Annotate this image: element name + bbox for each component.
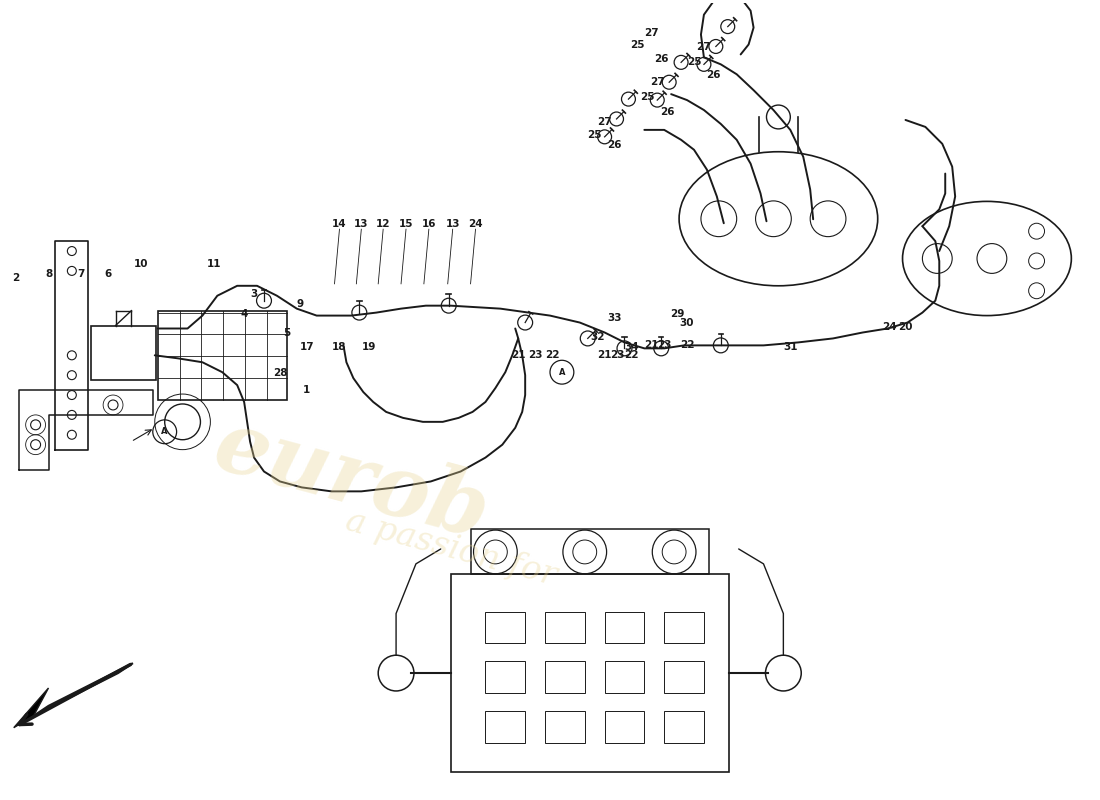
Text: 16: 16 (421, 219, 436, 229)
Text: 5: 5 (283, 329, 290, 338)
Text: 10: 10 (133, 259, 148, 269)
Text: 21: 21 (512, 350, 526, 360)
Text: 23: 23 (610, 350, 625, 360)
Text: 24: 24 (469, 219, 483, 229)
Text: 22: 22 (624, 350, 639, 360)
Text: 33: 33 (607, 313, 621, 322)
Text: 2: 2 (12, 273, 20, 283)
Text: 8: 8 (45, 269, 52, 279)
Text: 30: 30 (680, 318, 694, 329)
Bar (544, 661, 585, 693)
Text: 18: 18 (332, 342, 346, 352)
Text: 3: 3 (251, 289, 257, 298)
Bar (544, 711, 585, 742)
Bar (485, 611, 525, 643)
Bar (605, 611, 645, 643)
Text: 25: 25 (587, 130, 602, 140)
Text: 22: 22 (680, 340, 694, 350)
Text: 4: 4 (241, 309, 248, 318)
Bar (605, 711, 645, 742)
Text: 26: 26 (706, 70, 722, 80)
Text: 29: 29 (670, 309, 684, 318)
Text: 21: 21 (644, 340, 659, 350)
Text: A: A (559, 368, 565, 377)
Text: 27: 27 (650, 77, 664, 87)
Text: 27: 27 (644, 27, 659, 38)
Text: 21: 21 (597, 350, 612, 360)
Bar (485, 661, 525, 693)
Text: 26: 26 (654, 54, 669, 64)
Text: 7: 7 (78, 269, 85, 279)
Text: 27: 27 (696, 42, 712, 53)
Text: 34: 34 (624, 342, 639, 352)
Text: 15: 15 (399, 219, 414, 229)
Bar (664, 611, 704, 643)
Text: a passion for: a passion for (342, 506, 560, 593)
Bar (157, 310, 287, 400)
Text: 17: 17 (299, 342, 314, 352)
Text: 28: 28 (273, 368, 287, 378)
Text: 32: 32 (591, 333, 605, 342)
Text: 23: 23 (528, 350, 542, 360)
Text: eurob: eurob (205, 403, 497, 556)
Bar (664, 661, 704, 693)
Text: A: A (162, 427, 168, 436)
Text: 26: 26 (607, 140, 621, 150)
Text: 11: 11 (207, 259, 221, 269)
Text: 25: 25 (686, 58, 701, 67)
Text: 27: 27 (597, 117, 612, 127)
Text: 22: 22 (544, 350, 559, 360)
Text: 13: 13 (354, 219, 368, 229)
Polygon shape (14, 688, 48, 728)
Text: 12: 12 (376, 219, 390, 229)
Text: 9: 9 (296, 298, 304, 309)
Bar (485, 711, 525, 742)
Text: 25: 25 (630, 41, 645, 50)
Polygon shape (34, 663, 133, 716)
Bar (664, 711, 704, 742)
Bar (471, 529, 708, 574)
Bar (91, 326, 156, 380)
Bar (544, 611, 585, 643)
Text: 25: 25 (640, 92, 654, 102)
Text: 31: 31 (783, 342, 798, 352)
Text: 1: 1 (304, 385, 310, 395)
Text: 6: 6 (104, 269, 112, 279)
Text: 13: 13 (446, 219, 460, 229)
Text: 24: 24 (882, 322, 896, 333)
Text: 23: 23 (657, 340, 671, 350)
Bar (605, 661, 645, 693)
Text: 26: 26 (660, 107, 674, 117)
Bar (451, 574, 728, 772)
Text: 14: 14 (332, 219, 346, 229)
Text: 20: 20 (899, 322, 913, 333)
Text: 19: 19 (362, 342, 376, 352)
